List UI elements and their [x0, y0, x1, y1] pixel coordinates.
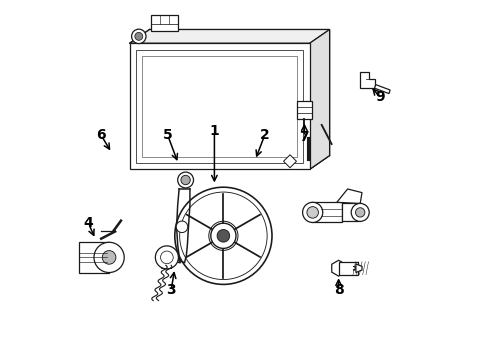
Text: 3: 3	[167, 283, 176, 297]
Text: 9: 9	[375, 90, 385, 104]
Text: 5: 5	[163, 128, 172, 142]
Circle shape	[307, 207, 318, 218]
Circle shape	[181, 175, 190, 185]
Circle shape	[132, 29, 146, 44]
Circle shape	[217, 230, 230, 242]
Circle shape	[211, 223, 236, 248]
Polygon shape	[284, 155, 296, 168]
Polygon shape	[297, 101, 312, 119]
Text: 6: 6	[96, 128, 106, 142]
Polygon shape	[339, 262, 358, 275]
Polygon shape	[310, 30, 330, 169]
Polygon shape	[360, 72, 374, 88]
Polygon shape	[337, 189, 362, 203]
Polygon shape	[356, 264, 362, 273]
Circle shape	[135, 32, 143, 40]
Polygon shape	[312, 202, 342, 222]
Text: 1: 1	[210, 125, 220, 138]
Circle shape	[356, 208, 365, 217]
Polygon shape	[374, 85, 390, 94]
Polygon shape	[79, 242, 109, 273]
Circle shape	[178, 172, 194, 188]
Circle shape	[303, 202, 323, 222]
Text: 7: 7	[299, 130, 309, 144]
Circle shape	[351, 203, 369, 221]
Circle shape	[102, 251, 116, 264]
Polygon shape	[130, 43, 310, 169]
Circle shape	[94, 242, 124, 273]
Circle shape	[155, 246, 178, 269]
Polygon shape	[342, 203, 360, 221]
Polygon shape	[151, 15, 178, 31]
Text: 2: 2	[260, 128, 270, 142]
Circle shape	[176, 221, 188, 233]
Polygon shape	[332, 260, 345, 276]
Circle shape	[175, 187, 272, 284]
Text: 8: 8	[334, 283, 343, 297]
Polygon shape	[130, 30, 330, 43]
Text: 4: 4	[83, 216, 93, 230]
